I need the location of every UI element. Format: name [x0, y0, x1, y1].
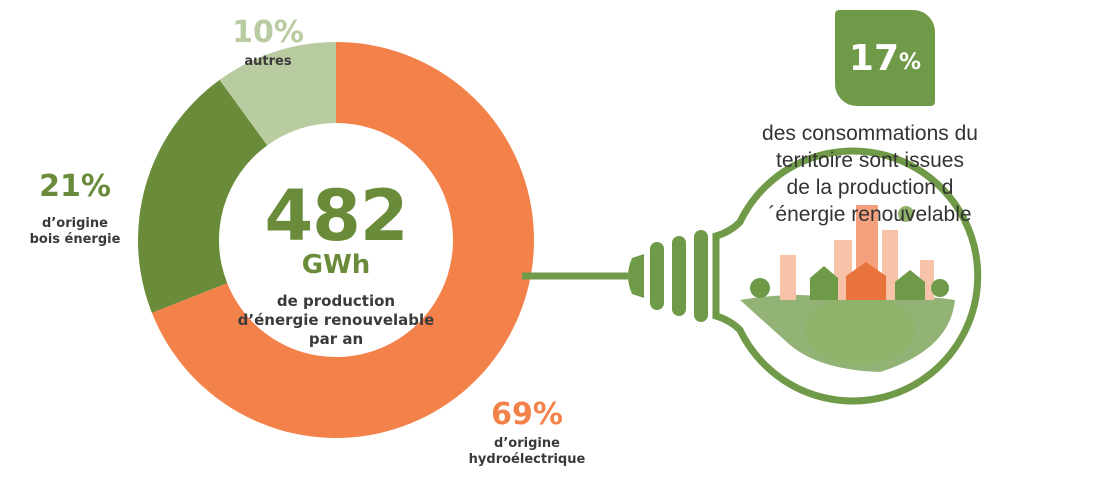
center-unit: GWh [302, 251, 371, 279]
category-label: d’origine hydroélectrique [469, 436, 586, 468]
highlight-text: des consommations du territoire sont iss… [751, 120, 989, 228]
category-label: autres [244, 54, 291, 70]
value-label: 21% [39, 170, 111, 204]
center-text: de production d’énergie renouvelable par… [238, 292, 435, 349]
value-label: 69% [491, 398, 563, 432]
page: {"chart_data": {"type": "donut", "catego… [0, 0, 1108, 479]
category-label: d’origine bois énergie [30, 216, 121, 248]
highlight-badge: 17 % [835, 10, 935, 106]
highlight-unit: % [899, 50, 921, 75]
highlight-value: 17 [849, 38, 899, 79]
value-label: 10% [232, 16, 304, 50]
infographic: 482 GWh de production d’énergie renouvel… [0, 0, 1108, 479]
center-value: 482 [264, 181, 407, 251]
